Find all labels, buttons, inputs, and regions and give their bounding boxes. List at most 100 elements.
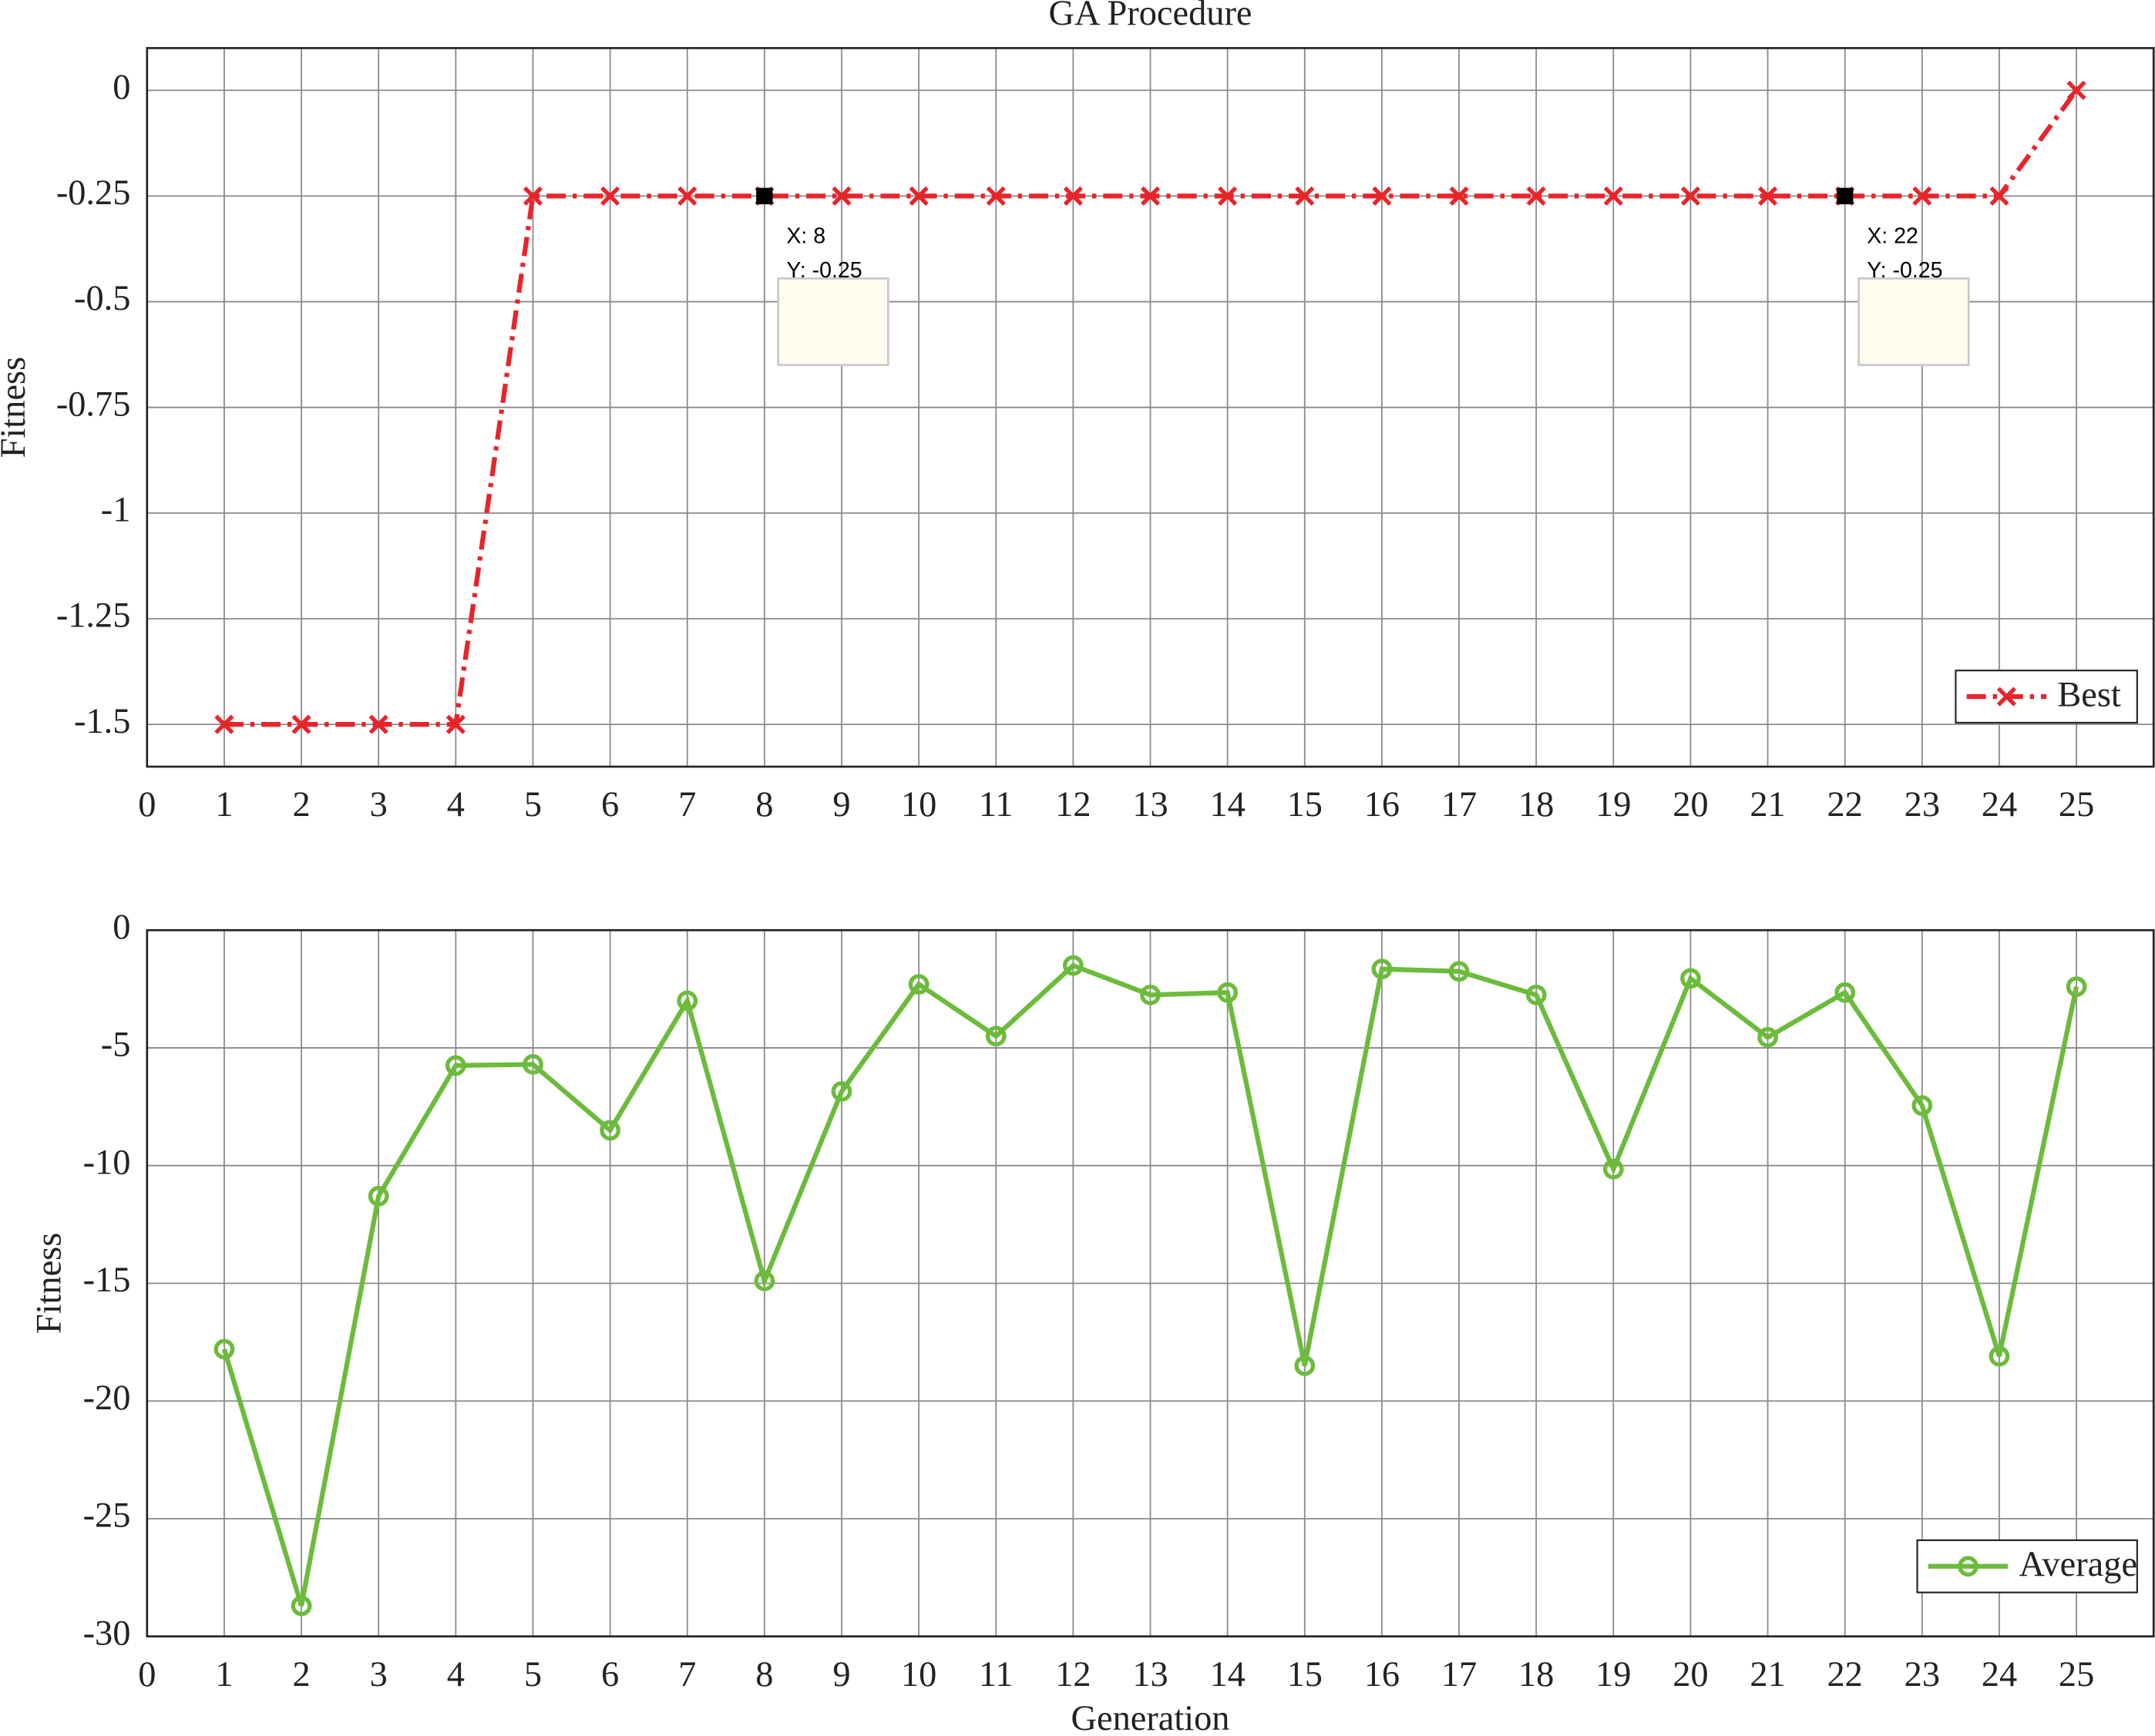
chart-title: GA Procedure xyxy=(1049,0,1252,33)
marker xyxy=(445,1055,466,1076)
marker xyxy=(600,1120,620,1141)
marker xyxy=(1603,186,1623,207)
y-tick-label: -30 xyxy=(83,1613,131,1653)
marker xyxy=(1449,186,1469,207)
marker xyxy=(986,186,1006,207)
x-tick-label: 0 xyxy=(138,1655,156,1694)
x-tick-label: 6 xyxy=(601,785,619,824)
marker xyxy=(291,714,311,734)
marker xyxy=(1525,984,1547,1006)
marker xyxy=(1294,1355,1316,1376)
marker xyxy=(1680,968,1701,989)
datatip-text: X: 8 xyxy=(786,223,825,248)
datatip-text: X: 22 xyxy=(1867,223,1918,248)
x-tick-label: 8 xyxy=(755,1655,773,1694)
x-tick-label: 15 xyxy=(1287,785,1323,824)
marker xyxy=(1989,186,2009,207)
marker xyxy=(368,1186,389,1207)
y-tick-label: -20 xyxy=(83,1378,131,1418)
x-tick-label: 16 xyxy=(1364,785,1400,824)
y-tick-label: 0 xyxy=(113,68,130,107)
x-tick-label: 23 xyxy=(1905,1655,1940,1694)
marker xyxy=(908,974,930,995)
datatip-text: Y: -0.25 xyxy=(1867,258,1942,283)
datatip-box xyxy=(1857,277,1970,367)
x-tick-label: 7 xyxy=(678,1655,696,1694)
axes-box xyxy=(146,47,2155,768)
x-tick-label: 11 xyxy=(979,1655,1014,1694)
x-tick-label: 17 xyxy=(1441,785,1477,824)
y-axis-label: Fitness xyxy=(0,357,33,458)
marker xyxy=(1912,186,1932,207)
marker xyxy=(677,186,698,207)
x-tick-label: 2 xyxy=(292,785,310,824)
x-tick-label: 18 xyxy=(1518,785,1554,824)
x-tick-label: 25 xyxy=(2059,785,2094,824)
y-tick-label: 0 xyxy=(113,908,130,947)
marker xyxy=(1372,186,1392,207)
marker xyxy=(985,1026,1007,1047)
x-tick-label: 24 xyxy=(1982,1655,2017,1694)
x-tick-label: 10 xyxy=(901,785,936,824)
marker xyxy=(523,1053,543,1075)
datatip-marker xyxy=(756,187,773,205)
x-tick-label: 22 xyxy=(1827,785,1863,824)
x-tick-label: 21 xyxy=(1750,785,1785,824)
marker xyxy=(909,186,929,207)
marker xyxy=(677,990,698,1012)
marker xyxy=(1140,186,1161,207)
marker xyxy=(445,714,466,734)
x-tick-label: 23 xyxy=(1905,785,1940,824)
marker xyxy=(1295,186,1315,207)
x-tick-label: 5 xyxy=(524,785,542,824)
x-tick-label: 20 xyxy=(1673,785,1708,824)
x-axis-label: Generation xyxy=(1071,1699,1230,1736)
marker xyxy=(754,1271,775,1291)
marker xyxy=(831,1081,852,1102)
marker xyxy=(1602,1158,1624,1180)
x-tick-label: 17 xyxy=(1441,1655,1477,1694)
x-tick-label: 3 xyxy=(370,1655,388,1694)
x-tick-label: 14 xyxy=(1209,785,1245,824)
marker xyxy=(1526,186,1546,207)
x-tick-label: 8 xyxy=(755,785,773,824)
x-tick-label: 11 xyxy=(979,785,1014,824)
y-tick-label: -0.75 xyxy=(56,384,131,424)
x-tick-label: 13 xyxy=(1132,1655,1168,1694)
x-tick-label: 0 xyxy=(138,785,156,824)
x-tick-label: 4 xyxy=(447,1655,465,1694)
datatip-box xyxy=(777,277,889,367)
x-tick-label: 6 xyxy=(601,1655,619,1694)
x-tick-label: 14 xyxy=(1209,1655,1245,1694)
x-tick-label: 4 xyxy=(447,785,465,824)
y-tick-label: -0.5 xyxy=(74,279,130,318)
y-tick-label: -15 xyxy=(83,1261,131,1300)
y-tick-label: -1.25 xyxy=(56,596,131,636)
y-axis-label: Fitness xyxy=(29,1233,69,1334)
marker xyxy=(1448,961,1470,982)
y-tick-label: -1 xyxy=(101,490,131,529)
x-tick-label: 16 xyxy=(1364,1655,1400,1694)
marker xyxy=(368,714,388,734)
legend-marker xyxy=(1996,687,2017,707)
datatip-text: Y: -0.25 xyxy=(786,258,862,283)
marker xyxy=(1371,959,1393,979)
x-tick-label: 20 xyxy=(1673,1655,1708,1694)
marker xyxy=(1757,1026,1778,1048)
x-tick-label: 19 xyxy=(1595,1655,1631,1694)
marker xyxy=(1989,1345,2010,1367)
marker xyxy=(1680,186,1701,207)
x-tick-label: 3 xyxy=(370,785,388,824)
marker xyxy=(1911,1095,1933,1116)
x-tick-label: 9 xyxy=(832,1655,850,1694)
legend-label: Best xyxy=(2057,675,2121,714)
x-tick-label: 1 xyxy=(215,785,233,824)
marker xyxy=(1757,186,1778,207)
x-tick-label: 1 xyxy=(215,1655,233,1694)
y-tick-label: -0.25 xyxy=(56,173,131,213)
marker xyxy=(600,186,620,207)
marker xyxy=(213,1338,235,1360)
x-tick-label: 13 xyxy=(1132,785,1168,824)
x-tick-label: 15 xyxy=(1287,1655,1323,1694)
x-tick-label: 10 xyxy=(901,1655,936,1694)
